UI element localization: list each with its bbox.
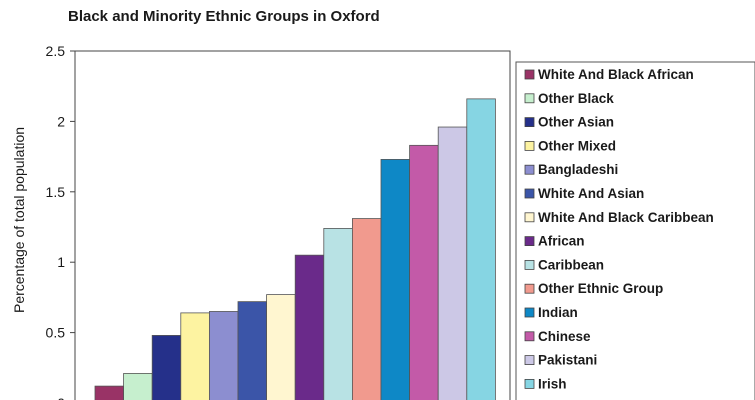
bar — [123, 373, 153, 400]
bar — [323, 228, 353, 400]
legend-label: White And Black African — [538, 67, 694, 82]
bar — [180, 312, 210, 400]
bar — [380, 159, 411, 400]
legend-swatch — [524, 117, 535, 127]
legend-label: Chinese — [538, 329, 591, 344]
legend-label: African — [538, 234, 585, 249]
legend-label: White And Asian — [538, 186, 644, 201]
legend-label: White And Black Caribbean — [538, 210, 714, 225]
legend-swatch — [524, 259, 535, 270]
legend-swatch — [524, 331, 535, 342]
y-tick-label: 2 — [57, 113, 65, 129]
legend-label: Caribbean — [538, 257, 604, 272]
legend-swatch — [524, 212, 535, 223]
legend-swatch — [524, 93, 535, 104]
bar — [351, 218, 382, 400]
y-tick-label: 1.5 — [46, 184, 66, 200]
legend-swatch — [524, 69, 535, 80]
bar — [151, 335, 182, 400]
legend-swatch — [524, 355, 535, 366]
y-tick-label: 1 — [57, 254, 65, 270]
bar — [94, 385, 125, 400]
bar — [237, 301, 268, 400]
y-tick-label: 0 — [57, 395, 65, 400]
y-tick-label: 2.5 — [46, 43, 66, 59]
legend-swatch — [524, 307, 535, 318]
bar — [437, 126, 468, 400]
legend-swatch — [524, 283, 535, 294]
axis-layer: 0 0.5 1 1.5 2 2.5 — [46, 43, 511, 400]
legend-label: Pakistani — [538, 353, 597, 368]
plot-frame — [74, 50, 511, 400]
legend-label: Irish — [538, 376, 567, 391]
y-tick-label: 0.5 — [46, 325, 66, 341]
legend-swatch — [524, 140, 535, 151]
legend-label: Bangladeshi — [538, 162, 618, 177]
legend-swatch — [524, 236, 535, 247]
bars-layer — [94, 98, 496, 400]
y-axis-label: Percentage of total population — [11, 127, 27, 313]
legend-label: Other Mixed — [538, 138, 616, 153]
bar — [266, 294, 296, 400]
bar — [294, 254, 325, 400]
legend-label: Other Black — [538, 91, 614, 106]
legend-swatch — [524, 378, 535, 389]
legend-label: Other Asian — [538, 115, 614, 130]
bar — [208, 311, 239, 400]
bar — [466, 98, 496, 400]
legend-swatch — [524, 188, 535, 199]
legend-label: Other Ethnic Group — [538, 281, 663, 296]
legend-swatch — [524, 164, 535, 175]
legend: White And Black African Other Black Other … — [515, 61, 755, 400]
chart-title: Black and Minority Ethnic Groups in Oxfo… — [68, 8, 380, 25]
legend-box — [515, 61, 755, 400]
legend-label: Indian — [538, 305, 578, 320]
bar — [409, 144, 439, 400]
